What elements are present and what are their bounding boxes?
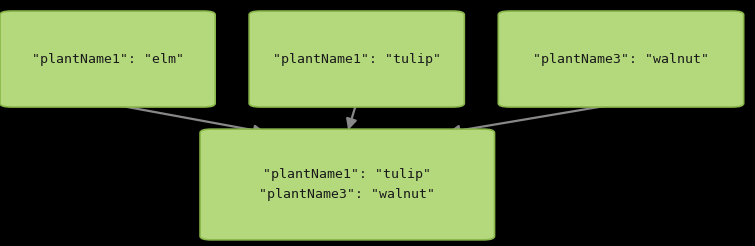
Text: "plantName1": "elm": "plantName1": "elm" bbox=[32, 53, 183, 65]
FancyBboxPatch shape bbox=[498, 11, 744, 107]
Text: "plantName1": "tulip"
"plantName3": "walnut": "plantName1": "tulip" "plantName3": "wal… bbox=[259, 168, 436, 201]
Text: "plantName1": "tulip": "plantName1": "tulip" bbox=[273, 53, 441, 65]
FancyBboxPatch shape bbox=[0, 11, 215, 107]
Text: "plantName3": "walnut": "plantName3": "walnut" bbox=[533, 53, 709, 65]
FancyBboxPatch shape bbox=[249, 11, 464, 107]
FancyBboxPatch shape bbox=[200, 129, 495, 240]
